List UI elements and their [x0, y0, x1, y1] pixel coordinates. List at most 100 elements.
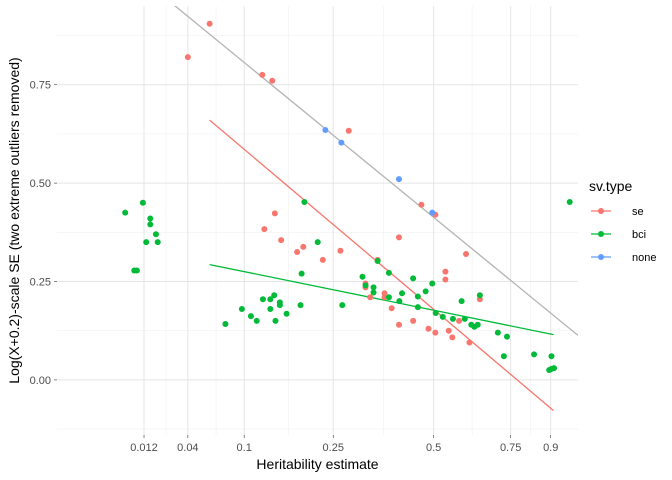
data-points: [122, 20, 573, 374]
point-se: [345, 127, 352, 134]
point-bci: [385, 269, 392, 276]
x-tick-label: 0.9: [543, 442, 558, 454]
point-se: [259, 71, 266, 78]
y-tick-label: 0.50: [30, 178, 51, 190]
point-bci: [551, 365, 558, 372]
point-se: [463, 250, 470, 257]
x-tick-label: 0.75: [500, 442, 521, 454]
point-se: [381, 294, 388, 301]
point-se: [466, 339, 473, 346]
fit-line-none: [174, 6, 578, 336]
point-bci: [247, 313, 254, 320]
point-bci: [461, 315, 468, 322]
point-se: [442, 276, 449, 283]
point-se: [337, 247, 344, 254]
fit-line-se: [209, 119, 554, 412]
x-axis-title: Heritability estimate: [256, 456, 378, 472]
point-bci: [500, 353, 507, 360]
point-bci: [143, 239, 150, 246]
point-se: [418, 201, 425, 208]
minor-gridlines: [57, 6, 578, 435]
point-bci: [503, 333, 510, 340]
point-bci: [339, 302, 346, 309]
y-axis-title: Log(X+0.2)-scale SE (two extreme outlier…: [6, 57, 22, 383]
point-bci: [370, 289, 377, 296]
legend-label-se: se: [632, 206, 644, 218]
x-tick-label: 0.5: [426, 442, 441, 454]
x-tick-label: 0.1: [237, 442, 252, 454]
point-none: [338, 139, 345, 146]
point-bci: [267, 296, 274, 303]
point-bci: [548, 353, 555, 360]
point-bci: [272, 317, 279, 324]
point-bci: [271, 292, 278, 299]
point-bci: [359, 273, 366, 280]
point-se: [367, 294, 374, 301]
legend-title: sv.type: [589, 178, 633, 194]
fit-line-bci: [209, 263, 554, 336]
point-se: [445, 327, 452, 334]
point-se: [388, 305, 395, 312]
point-bci: [267, 306, 274, 313]
point-se: [395, 321, 402, 328]
point-bci: [429, 280, 436, 287]
point-bci: [314, 239, 321, 246]
point-se: [184, 54, 191, 61]
point-bci: [222, 321, 229, 328]
point-se: [432, 329, 439, 336]
y-tick-label: 0.25: [30, 277, 51, 289]
x-tick-label: 0.25: [323, 442, 344, 454]
point-bci: [133, 267, 140, 274]
point-se: [261, 226, 268, 233]
legend: sv.type se bci none: [589, 178, 656, 264]
point-bci: [399, 290, 406, 297]
point-se: [319, 256, 326, 263]
point-bci: [301, 199, 308, 206]
point-none: [429, 209, 436, 216]
point-bci: [139, 199, 146, 206]
legend-key-point-bci: [598, 231, 604, 237]
point-bci: [410, 275, 417, 282]
y-tick-label: 0.75: [30, 80, 51, 92]
point-se: [442, 268, 449, 275]
point-se: [278, 237, 285, 244]
point-bci: [458, 298, 465, 305]
point-bci: [298, 270, 305, 277]
fit-lines: [174, 6, 578, 412]
point-bci: [259, 296, 266, 303]
point-bci: [253, 317, 260, 324]
x-tick-label: 0.012: [130, 442, 158, 454]
point-bci: [374, 258, 381, 265]
point-bci: [414, 293, 421, 300]
point-bci: [122, 209, 129, 216]
point-bci: [396, 298, 403, 305]
point-bci: [283, 310, 290, 317]
point-se: [271, 210, 278, 217]
point-bci: [147, 221, 154, 228]
legend-label-bci: bci: [632, 229, 646, 241]
point-se: [425, 325, 432, 332]
point-bci: [449, 315, 456, 322]
point-bci: [385, 294, 392, 301]
point-bci: [152, 231, 159, 238]
point-bci: [494, 329, 501, 336]
point-bci: [370, 284, 377, 291]
point-se: [206, 20, 213, 27]
point-bci: [362, 282, 369, 289]
point-bci: [476, 292, 483, 299]
legend-key-point-none: [598, 254, 604, 260]
point-bci: [414, 304, 421, 311]
point-bci: [474, 321, 481, 328]
point-bci: [566, 199, 573, 206]
point-se: [410, 317, 417, 324]
legend-label-none: none: [632, 252, 656, 264]
point-se: [449, 334, 456, 341]
point-none: [395, 176, 402, 183]
point-bci: [147, 215, 154, 222]
y-axis-ticks: 0.00 0.25 0.50 0.75: [30, 80, 57, 387]
point-bci: [238, 306, 245, 313]
point-none: [322, 126, 329, 133]
point-bci: [439, 313, 446, 320]
point-se: [456, 317, 463, 324]
